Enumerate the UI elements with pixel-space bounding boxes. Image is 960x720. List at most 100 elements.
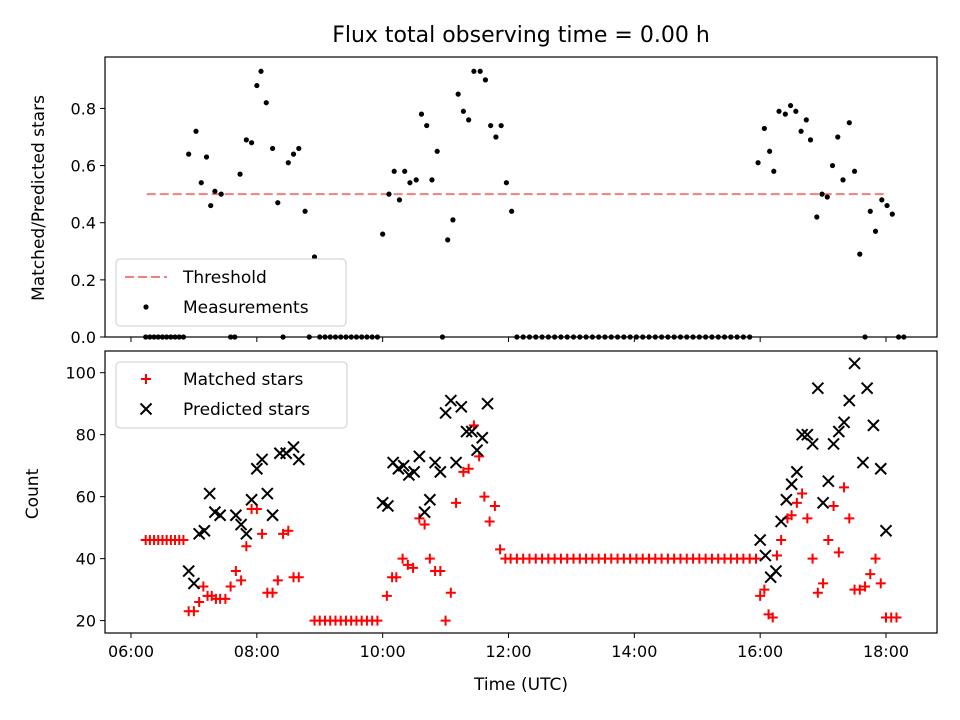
matched-star-point — [267, 587, 278, 598]
measurement-point — [269, 145, 276, 152]
matched-star-point — [495, 544, 506, 555]
matched-star-point — [241, 541, 252, 552]
measurement-point — [889, 211, 895, 217]
measurement-point — [835, 134, 841, 140]
measurement-point — [761, 125, 767, 132]
top-y-tick-label: 0.0 — [71, 328, 96, 347]
bottom-y-axis-label: Count — [23, 468, 43, 519]
predicted-star-point — [292, 453, 305, 466]
matched-star-point — [230, 566, 241, 577]
measurement-point — [455, 91, 461, 97]
predicted-star-point — [182, 564, 195, 578]
matched-star-point — [776, 535, 787, 546]
matched-star-point — [272, 575, 283, 586]
bottom-x-tick-label: 12:00 — [485, 642, 531, 661]
predicted-star-point — [287, 440, 300, 454]
measurement-point — [429, 177, 435, 183]
measurement-point — [498, 122, 504, 129]
predicted-star-point — [418, 505, 431, 519]
measurement-point — [203, 154, 210, 160]
legend-matched-label: Matched stars — [183, 370, 303, 390]
measurement-point — [386, 191, 392, 197]
measurement-point — [509, 208, 515, 214]
measurement-point — [867, 208, 873, 214]
measurement-point — [767, 148, 773, 154]
count-series-layer — [140, 357, 902, 626]
matched-star-point — [891, 612, 902, 623]
measurement-point — [193, 128, 199, 134]
measurement-point — [212, 188, 218, 194]
measurement-point — [884, 202, 890, 209]
bottom-panel: Count Time (UTC) 06:00 08:00 10:00 12:00 14:… — [23, 350, 938, 695]
measurement-point — [771, 168, 777, 174]
matched-star-point — [807, 553, 818, 564]
matched-star-point — [283, 525, 294, 536]
measurement-point — [782, 111, 788, 117]
matched-star-point — [812, 587, 823, 598]
predicted-star-point — [790, 465, 804, 479]
measurement-point — [296, 145, 302, 152]
matched-star-point — [257, 528, 268, 539]
matched-star-point — [833, 547, 844, 558]
predicted-star-point — [856, 456, 870, 469]
predicted-star-point — [816, 496, 830, 510]
matched-star-point — [251, 504, 262, 515]
bottom-axis-ticks: 06:00 08:00 10:00 12:00 14:00 16:00 18:00 20 40 6… — [65, 364, 909, 661]
measurement-point — [477, 68, 483, 74]
predicted-star-point — [827, 437, 840, 451]
predicted-star-point — [832, 425, 846, 438]
measurement-point — [218, 191, 224, 197]
measurement-point — [275, 200, 281, 206]
measurement-point — [493, 134, 499, 140]
matched-star-point — [220, 593, 231, 604]
predicted-star-point — [213, 509, 227, 522]
bottom-legend-box — [115, 361, 348, 429]
matched-star-point — [818, 578, 829, 589]
measurement-point — [807, 137, 814, 143]
predicted-star-point — [434, 465, 447, 479]
measurement-point — [857, 251, 863, 257]
measurement-point — [793, 108, 799, 114]
bottom-x-tick-label: 08:00 — [234, 642, 280, 661]
matched-star-point — [198, 581, 209, 592]
measurement-point — [237, 171, 243, 177]
measurement-point — [879, 197, 885, 203]
measurement-point — [402, 168, 408, 174]
bottom-y-tick-label: 100 — [65, 364, 96, 383]
matched-star-point — [278, 528, 289, 539]
predicted-star-point — [245, 493, 258, 506]
predicted-star-point — [444, 394, 458, 407]
measurement-point — [460, 108, 467, 114]
measurement-point — [829, 162, 836, 169]
measurement-point — [755, 160, 761, 166]
matched-star-point — [414, 513, 425, 524]
legend-x-marker — [139, 402, 153, 416]
predicted-star-point — [759, 549, 772, 562]
predicted-star-point — [795, 428, 809, 441]
predicted-star-point — [843, 394, 856, 407]
predicted-star-point — [455, 400, 468, 413]
legend-threshold-label: Threshold — [182, 268, 267, 288]
bottom-x-tick-label: 18:00 — [863, 642, 909, 661]
predicted-star-point — [774, 515, 788, 528]
matched-star-point — [750, 553, 761, 564]
matched-star-point — [786, 510, 797, 521]
predicted-star-point — [481, 397, 494, 410]
top-y-axis-label: Matched/Predicted stars — [29, 95, 49, 301]
legend-matched-swatch — [141, 374, 151, 384]
matched-star-point — [194, 597, 205, 608]
measurement-point — [851, 168, 858, 174]
predicted-star-point — [860, 381, 874, 395]
bottom-x-tick-label: 14:00 — [611, 642, 657, 661]
matched-star-point — [844, 513, 855, 524]
matched-star-point — [178, 535, 189, 546]
top-y-tick-label: 0.8 — [71, 99, 96, 118]
measurement-point — [488, 122, 494, 129]
measurement-point — [243, 137, 249, 143]
bottom-x-tick-label: 16:00 — [737, 642, 783, 661]
bottom-y-tick-label: 60 — [76, 488, 96, 507]
predicted-star-point — [266, 509, 279, 522]
matched-star-point — [489, 500, 500, 511]
